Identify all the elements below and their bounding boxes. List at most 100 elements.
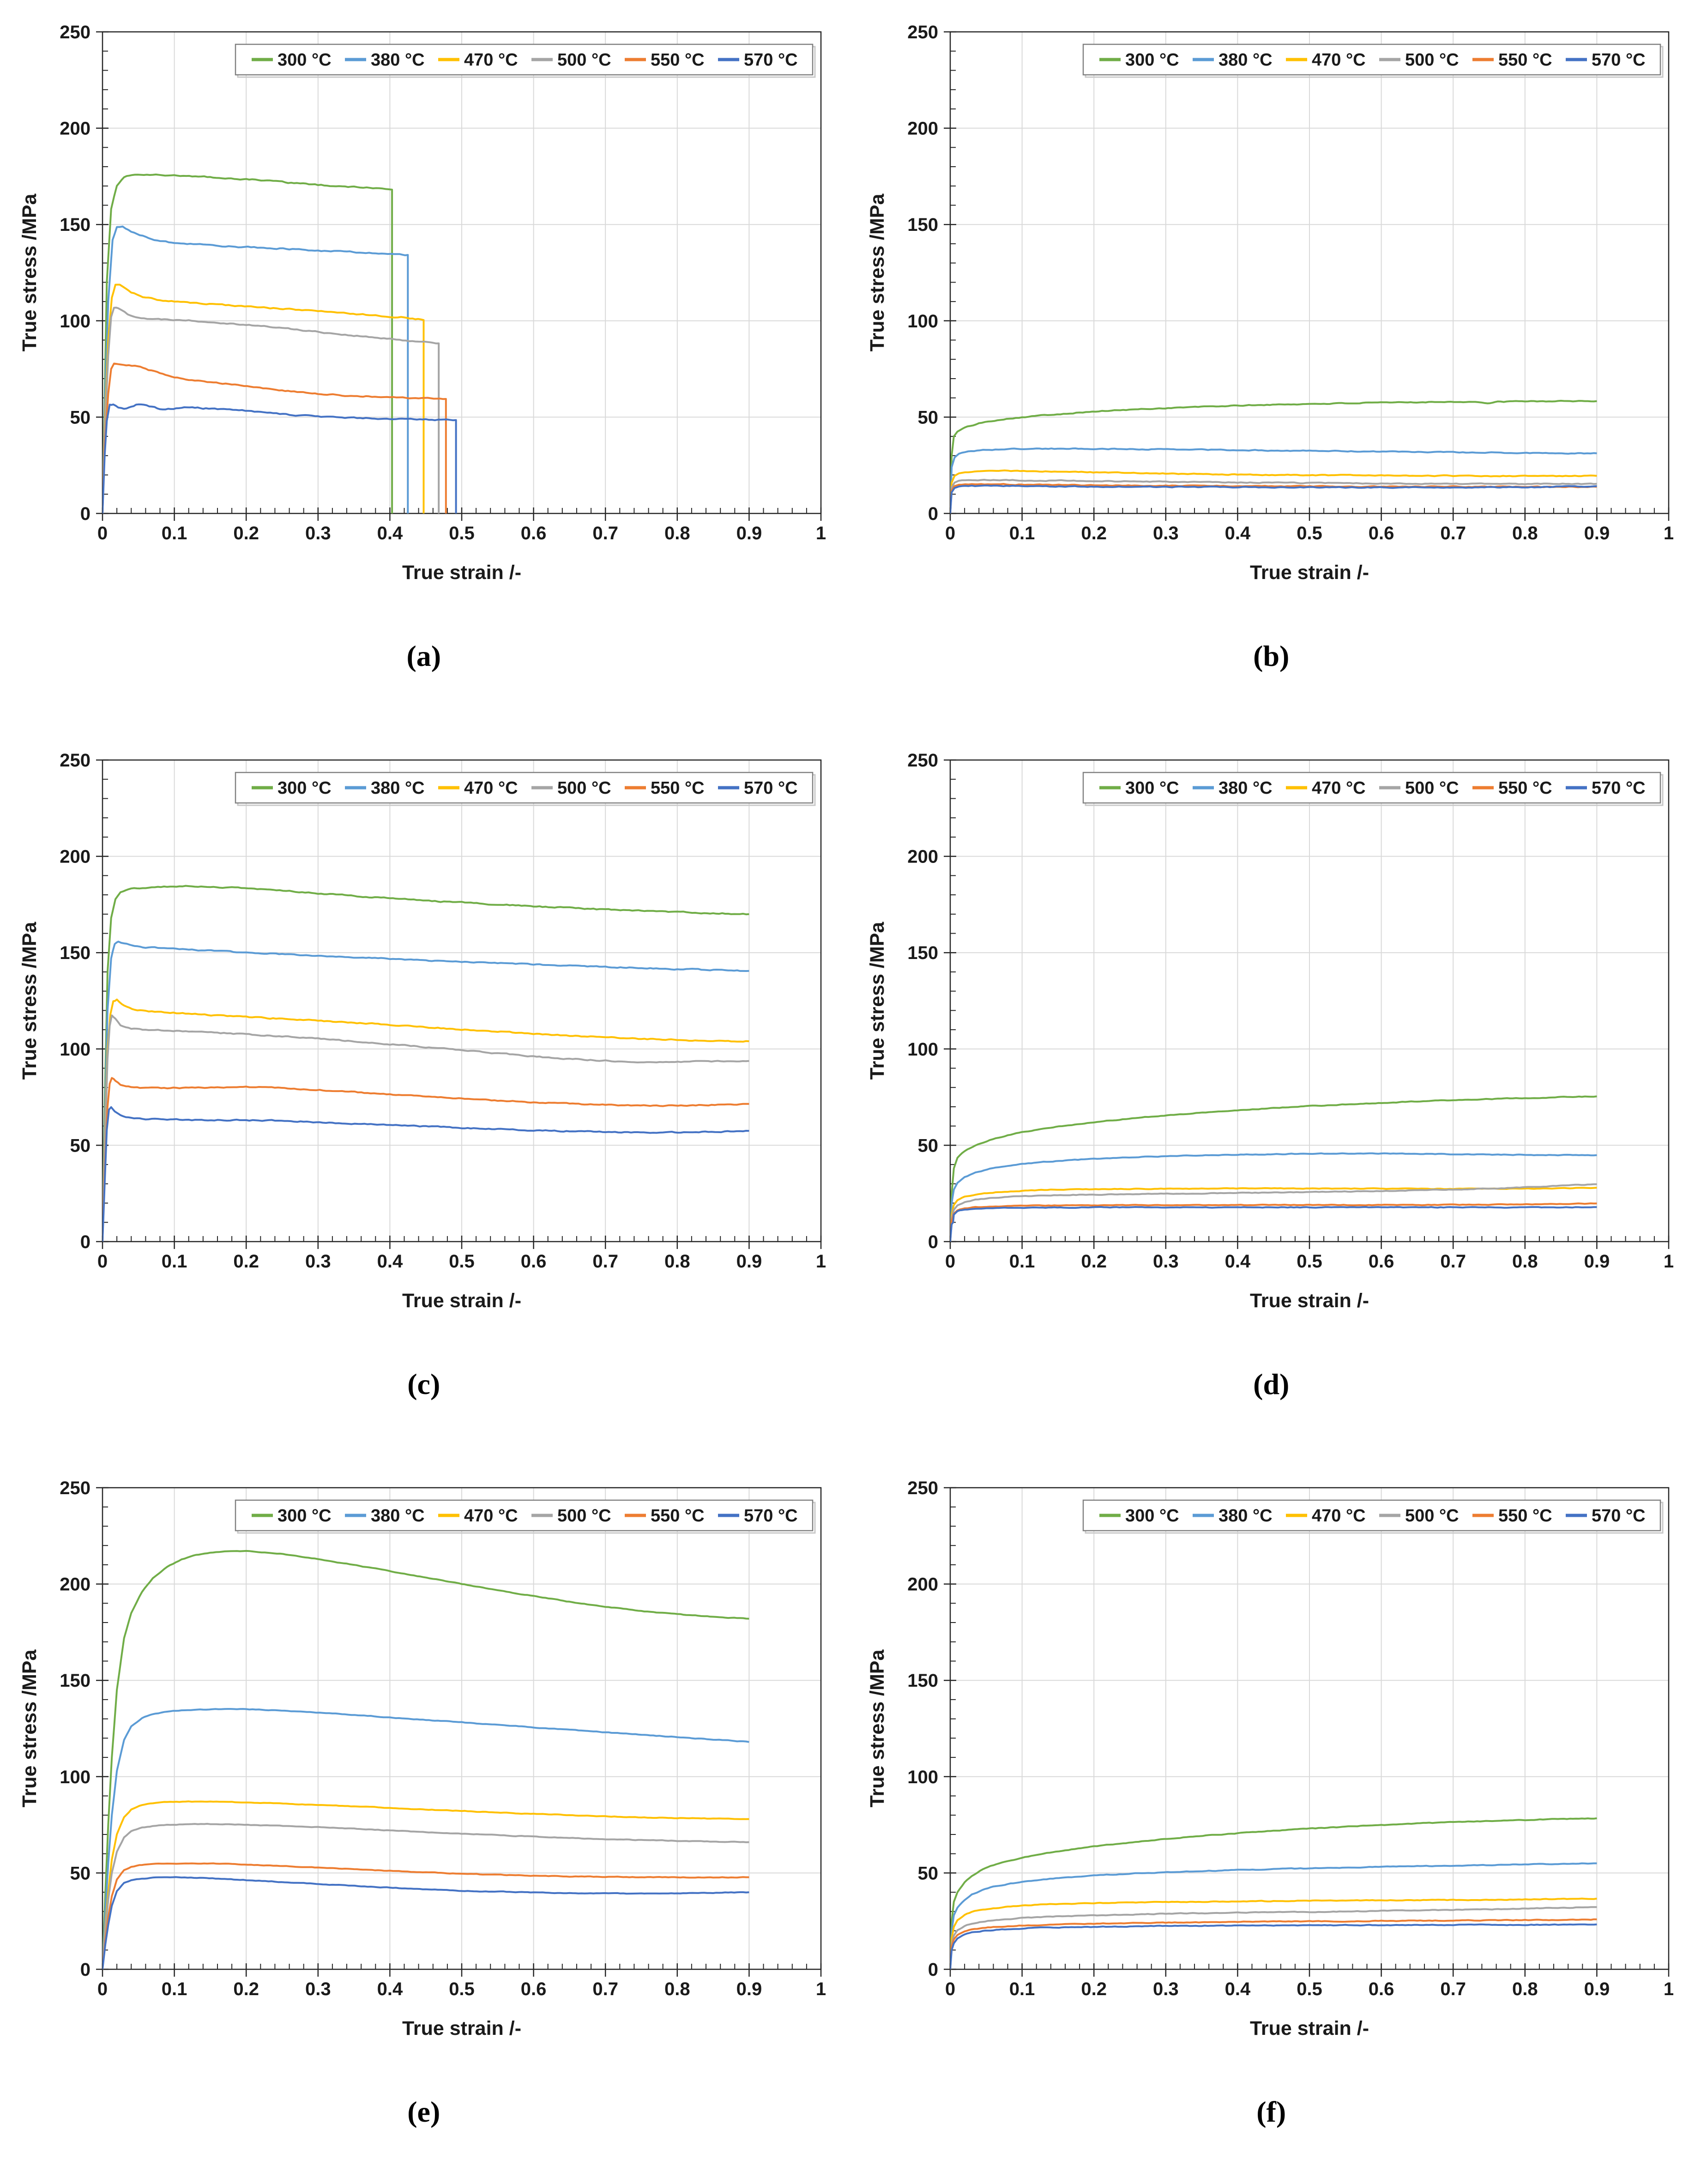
plot-frame — [949, 759, 1669, 1242]
legend-label: 500 °C — [557, 50, 611, 70]
chart-canvas-a: 0 0.1 0.2 0.3 0.4 0.5 0.6 0.7 0.8 0.9 1 0 50 100 150 20… — [18, 22, 826, 584]
legend-label: 300 °C — [277, 50, 332, 70]
y-tick-label: 0 — [80, 1960, 90, 1980]
y-tick-label: 250 — [907, 22, 938, 42]
y-tick-label: 100 — [60, 311, 90, 332]
legend-label: 380 °C — [1218, 50, 1273, 70]
curve-500C — [950, 479, 1597, 514]
legend-label: 380 °C — [1218, 778, 1273, 798]
chart-canvas-b: 0 0.1 0.2 0.3 0.4 0.5 0.6 0.7 0.8 0.9 1 0 50 100 150 20… — [866, 22, 1674, 584]
x-tick-label: 0.5 — [449, 1979, 475, 1999]
curve-380C — [103, 1708, 749, 1970]
legend-box — [1082, 43, 1661, 76]
series-curves — [103, 885, 749, 1242]
chart-canvas-c: 0 0.1 0.2 0.3 0.4 0.5 0.6 0.7 0.8 0.9 1 0 50 100 150 20… — [18, 750, 826, 1312]
axis-ticks — [96, 1487, 822, 1977]
x-tick-label: 0.6 — [521, 523, 547, 543]
legend-label: 550 °C — [651, 778, 705, 798]
x-tick-label: 0.6 — [521, 1979, 547, 1999]
y-axis-title: True stress /MPa — [866, 193, 888, 352]
curve-380C — [103, 225, 409, 514]
curve-300C — [103, 1550, 749, 1970]
x-tick-label: 0.5 — [1297, 1979, 1322, 1999]
legend-label: 570 °C — [1592, 1506, 1646, 1526]
x-tick-label: 0.8 — [1512, 523, 1538, 543]
x-tick-label: 1 — [816, 1251, 826, 1272]
y-tick-label: 0 — [928, 1232, 938, 1252]
y-tick-label: 0 — [80, 1232, 90, 1252]
y-tick-label: 200 — [907, 1575, 938, 1595]
curve-380C — [950, 447, 1597, 514]
y-axis-title: True stress /MPa — [866, 921, 888, 1080]
y-axis-title: True stress /MPa — [866, 1649, 888, 1808]
x-tick-labels: 0 0.1 0.2 0.3 0.4 0.5 0.6 0.7 0.8 0.9 1 — [945, 1979, 1673, 1999]
curve-500C — [950, 1183, 1597, 1242]
y-tick-label: 150 — [60, 1671, 90, 1691]
chart-canvas-f: 0 0.1 0.2 0.3 0.4 0.5 0.6 0.7 0.8 0.9 1 0 50 100 150 20… — [866, 1478, 1674, 2039]
x-tick-label: 0 — [945, 1979, 955, 1999]
x-tick-label: 0.2 — [1081, 1979, 1107, 1999]
curve-380C — [950, 1152, 1597, 1242]
x-tick-label: 0.2 — [233, 523, 259, 543]
curve-550C — [103, 1862, 749, 1970]
axis-ticks — [96, 759, 822, 1249]
y-tick-label: 0 — [928, 504, 938, 524]
y-tick-label: 250 — [60, 750, 90, 771]
y-tick-label: 200 — [907, 846, 938, 867]
x-tick-label: 0.7 — [592, 1251, 618, 1272]
x-tick-labels: 0 0.1 0.2 0.3 0.4 0.5 0.6 0.7 0.8 0.9 1 — [97, 523, 826, 543]
x-tick-label: 0.6 — [1368, 1251, 1394, 1272]
legend-label: 380 °C — [371, 1506, 425, 1526]
y-tick-label: 50 — [917, 407, 938, 428]
legend-label: 470 °C — [1312, 1506, 1366, 1526]
chart-canvas-e: 0 0.1 0.2 0.3 0.4 0.5 0.6 0.7 0.8 0.9 1 0 50 100 150 20… — [18, 1478, 826, 2039]
y-axis-title: True stress /MPa — [18, 921, 41, 1080]
x-tick-label: 0.2 — [233, 1979, 259, 1999]
x-tick-label: 0.5 — [449, 523, 475, 543]
legend-label: 470 °C — [1312, 778, 1366, 798]
y-tick-label: 0 — [80, 504, 90, 524]
curve-300C — [950, 1095, 1597, 1242]
legend-label: 500 °C — [557, 1506, 611, 1526]
x-tick-label: 0.9 — [736, 1251, 762, 1272]
chart-d: 0 0.1 0.2 0.3 0.4 0.5 0.6 0.7 0.8 0.9 1 0 50 100 150 20… — [848, 728, 1695, 1456]
x-tick-label: 0 — [97, 1251, 108, 1272]
series-curves — [950, 399, 1597, 514]
y-tick-label: 200 — [60, 846, 90, 867]
legend-label: 500 °C — [1405, 778, 1459, 798]
chart-e: 0 0.1 0.2 0.3 0.4 0.5 0.6 0.7 0.8 0.9 1 0 50 100 150 20… — [0, 1456, 848, 2184]
legend: 300 °C 380 °C 470 °C 500 °C 550 °C 570 °C — [1082, 43, 1663, 78]
x-tick-label: 0.8 — [664, 1979, 690, 1999]
curve-550C — [950, 1918, 1597, 1970]
y-tick-label: 50 — [70, 1864, 91, 1884]
legend-label: 500 °C — [1405, 1506, 1459, 1526]
y-tick-labels: 0 50 100 150 200 250 — [907, 1478, 938, 1980]
y-tick-label: 250 — [60, 1478, 90, 1498]
legend-label: 500 °C — [557, 778, 611, 798]
chart-caption-f: (f) — [1256, 2095, 1286, 2129]
x-tick-label: 0.1 — [1009, 1251, 1035, 1272]
legend: 300 °C 380 °C 470 °C 500 °C 550 °C 570 °C — [235, 1499, 816, 1534]
y-tick-label: 150 — [907, 943, 938, 963]
legend-label: 470 °C — [464, 1506, 518, 1526]
curve-300C — [103, 885, 749, 1242]
curve-550C — [103, 362, 447, 514]
x-tick-label: 0.9 — [1584, 1251, 1610, 1272]
x-tick-labels: 0 0.1 0.2 0.3 0.4 0.5 0.6 0.7 0.8 0.9 1 — [97, 1251, 826, 1272]
y-tick-labels: 0 50 100 150 200 250 — [907, 750, 938, 1252]
y-tick-labels: 0 50 100 150 200 250 — [60, 1478, 90, 1980]
legend-label: 470 °C — [1312, 50, 1366, 70]
legend-label: 380 °C — [1218, 1506, 1273, 1526]
x-tick-label: 0 — [945, 1251, 955, 1272]
x-tick-label: 0.9 — [1584, 1979, 1610, 1999]
x-tick-label: 0.1 — [1009, 1979, 1035, 1999]
x-axis-title: True strain /- — [402, 561, 521, 584]
y-tick-label: 50 — [70, 1135, 91, 1156]
y-tick-label: 200 — [907, 119, 938, 139]
curve-500C — [103, 307, 440, 514]
x-tick-label: 0.1 — [162, 1251, 187, 1272]
curve-570C — [103, 1106, 749, 1242]
curve-570C — [950, 1206, 1597, 1242]
y-tick-label: 200 — [60, 1575, 90, 1595]
x-tick-label: 0 — [97, 523, 108, 543]
